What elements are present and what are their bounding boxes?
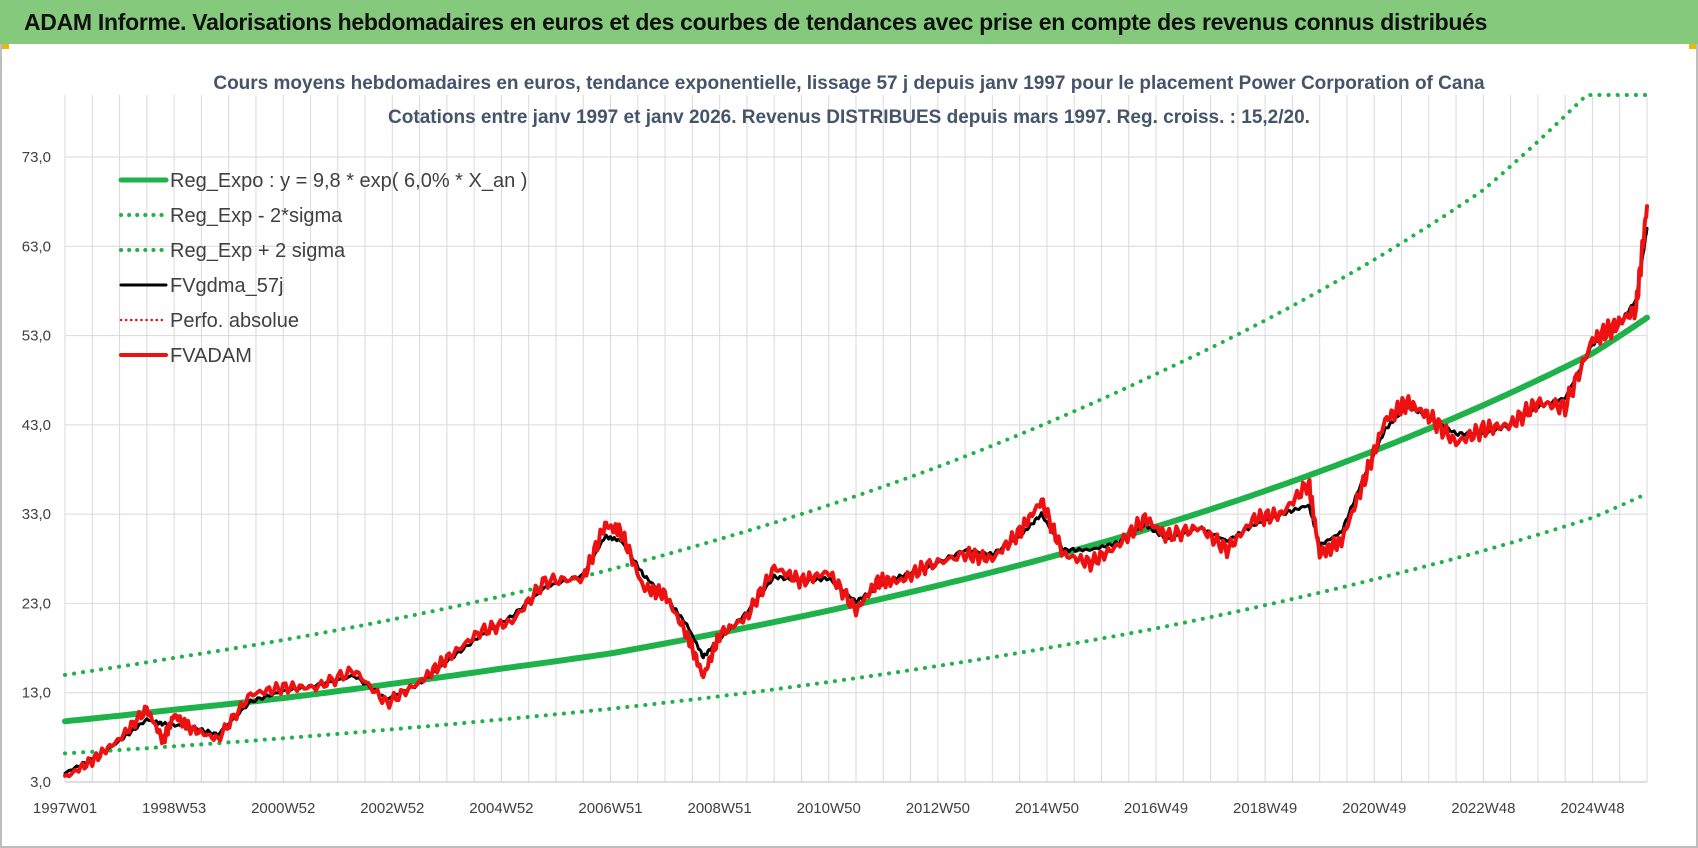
chart-subtitle: Cotations entre janv 1997 et janv 2026. … (388, 107, 1310, 128)
series-fvadam (63, 204, 1649, 779)
series-reg-plus-2sigma (63, 93, 1649, 677)
legend-label: FVgdma_57j (170, 275, 283, 297)
legend-label: Reg_Expo : y = 9,8 * exp( 6,0% * X_an ) (170, 170, 527, 192)
legend-label: Reg_Exp + 2 sigma (170, 240, 346, 262)
legend: Reg_Expo : y = 9,8 * exp( 6,0% * X_an ) R… (118, 170, 527, 367)
x-tick-label: 2012W50 (906, 800, 970, 817)
x-tick-label: 2002W52 (360, 800, 424, 817)
y-tick-label: 13,0 (22, 685, 51, 702)
y-tick-label: 23,0 (22, 595, 51, 612)
x-tick-label: 2004W52 (469, 800, 533, 817)
x-tick-label: 2024W48 (1560, 800, 1624, 817)
x-tick-label: 2006W51 (578, 800, 642, 817)
chart-frame (0, 44, 1698, 848)
x-tick-label: 2008W51 (688, 800, 752, 817)
legend-label: FVADAM (170, 345, 252, 367)
y-tick-label: 3,0 (30, 774, 51, 791)
y-tick-label: 73,0 (22, 149, 51, 166)
x-axis-ticks: 1997W01 1998W53 2000W52 2002W52 2004W52 2006W… (33, 800, 1625, 817)
series-reg-expo (62, 314, 1650, 725)
corner-marker-right (1689, 44, 1698, 49)
x-tick-label: 2014W50 (1015, 800, 1079, 817)
y-tick-label: 33,0 (22, 506, 51, 523)
report-banner: ADAM Informe. Valorisations hebdomadaire… (0, 0, 1698, 44)
series-reg-minus-2sigma (63, 491, 1649, 756)
x-tick-label: 2000W52 (251, 800, 315, 817)
x-tick-label: 2010W50 (797, 800, 861, 817)
x-tick-label: 2020W49 (1342, 800, 1406, 817)
y-tick-label: 63,0 (22, 238, 51, 255)
x-tick-label: 2022W48 (1451, 800, 1515, 817)
legend-label: Reg_Exp - 2*sigma (170, 205, 343, 227)
x-tick-label: 2018W49 (1233, 800, 1297, 817)
x-tick-label: 1997W01 (33, 800, 97, 817)
chart-title: Cours moyens hebdomadaires en euros, ten… (213, 73, 1485, 94)
corner-marker-left (0, 44, 9, 49)
legend-label: Perfo. absolue (170, 310, 299, 332)
y-tick-label: 53,0 (22, 328, 51, 345)
x-tick-label: 1998W53 (142, 800, 206, 817)
series (62, 93, 1650, 779)
x-tick-label: 2016W49 (1124, 800, 1188, 817)
y-tick-label: 43,0 (22, 417, 51, 434)
y-axis-ticks: 3,0 13,0 23,0 33,0 43,0 53,0 63,0 73,0 (22, 149, 51, 791)
